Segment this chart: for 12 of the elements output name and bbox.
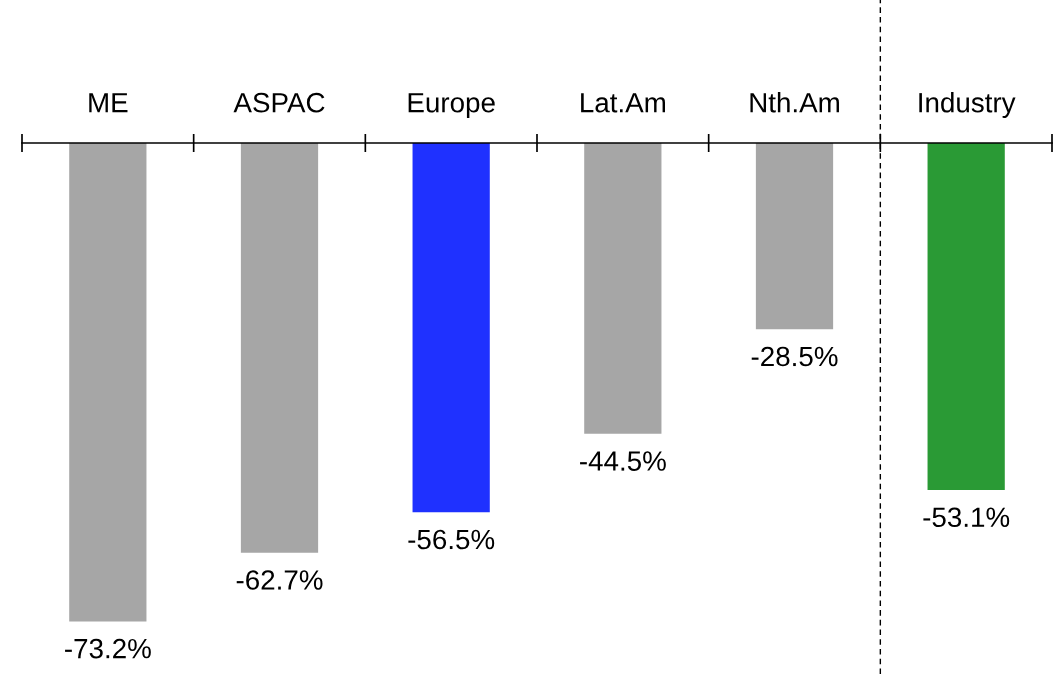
x-tick-label: Europe: [408, 93, 495, 118]
x-tick-label: Nth.Am: [750, 92, 839, 113]
data-label: -73.2%: [65, 638, 151, 659]
data-label: -53.1%: [923, 507, 1010, 528]
data-label: -56.5%: [408, 529, 495, 550]
x-tick-label: ME: [89, 93, 128, 113]
x-tick-label: Industry: [919, 92, 1016, 118]
x-tick-label: ASPAC: [233, 92, 325, 113]
data-label: -28.5%: [751, 346, 838, 367]
x-tick-label: Lat.Am: [581, 93, 665, 113]
data-label: -62.7%: [236, 570, 323, 590]
data-label: -44.5%: [580, 451, 666, 471]
